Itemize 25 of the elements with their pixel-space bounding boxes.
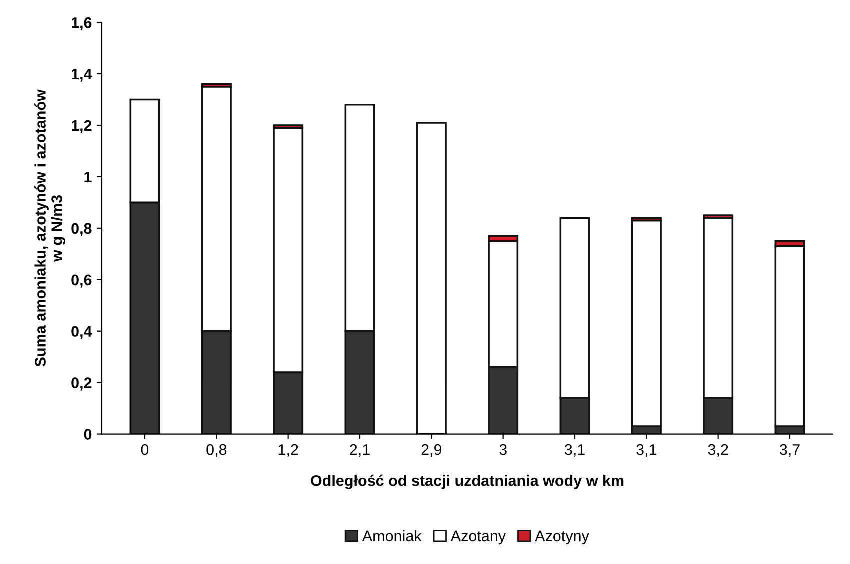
x-tick-label: 3,2 <box>708 444 728 458</box>
x-tick-label: 0 <box>141 444 149 456</box>
bar <box>416 122 447 434</box>
y-tick-label: 0,8 <box>72 223 92 236</box>
x-tick-label: 3 <box>500 444 507 456</box>
y-tick-label: 1,6 <box>72 17 92 30</box>
y-tick-label: 0,2 <box>72 378 92 391</box>
legend-label: Azotyny <box>535 530 590 545</box>
y-axis-title: Suma amoniaku, azotynów i azotanów w g N/m3 <box>34 90 66 367</box>
x-tick-label: 0,8 <box>206 444 227 458</box>
x-tick-label: 3,1 <box>564 444 585 458</box>
x-tick-label: 2,1 <box>350 444 370 458</box>
y-tick-label: 0,6 <box>72 274 92 288</box>
x-tick-label: 3,1 <box>636 444 657 458</box>
y-tick-label: 1 <box>84 172 92 182</box>
x-tick-label: 2,9 <box>422 444 442 458</box>
legend-label: Azotany <box>450 530 506 545</box>
x-tick-label: 1,2 <box>278 444 298 458</box>
y-tick-label: 0 <box>84 429 92 440</box>
legend-label: Amoniak <box>362 530 422 542</box>
y-tick-label: 0,4 <box>72 326 92 340</box>
x-tick-label: 3,7 <box>780 444 800 458</box>
y-tick-label: 1,4 <box>72 69 92 82</box>
y-tick-label: 1,2 <box>72 120 92 134</box>
x-axis-title: Odległość od stacji uzdatniania wody w km <box>311 474 624 490</box>
